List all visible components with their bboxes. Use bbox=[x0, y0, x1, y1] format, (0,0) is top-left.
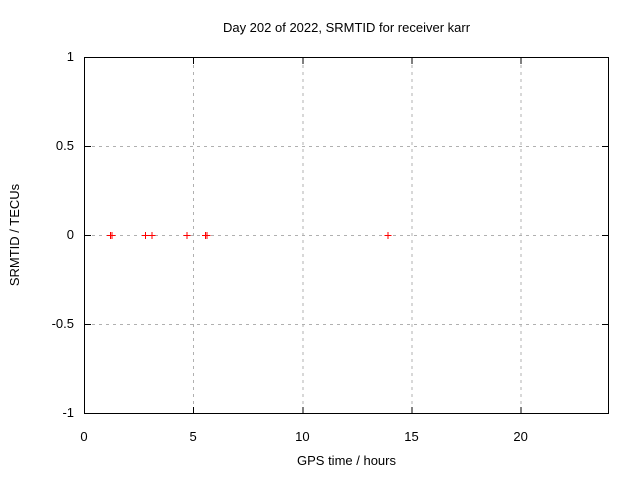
chart-title: Day 202 of 2022, SRMTID for receiver kar… bbox=[222, 20, 471, 35]
x-tick-label: 5 bbox=[189, 429, 197, 444]
y-tick-label: 0 bbox=[66, 227, 74, 242]
x-axis-title: GPS time / hours bbox=[297, 453, 396, 468]
plot-area bbox=[84, 57, 609, 414]
x-tick-label: 10 bbox=[295, 429, 310, 444]
x-tick-label: 0 bbox=[80, 429, 88, 444]
y-tick-label: -0.5 bbox=[51, 316, 74, 331]
x-tick-label: 15 bbox=[404, 429, 419, 444]
y-tick-label: 0.5 bbox=[55, 138, 74, 153]
plot-border bbox=[84, 57, 609, 414]
y-tick-label: -1 bbox=[62, 405, 74, 420]
x-tick-label: 20 bbox=[513, 429, 528, 444]
y-tick-label: 1 bbox=[66, 49, 74, 64]
